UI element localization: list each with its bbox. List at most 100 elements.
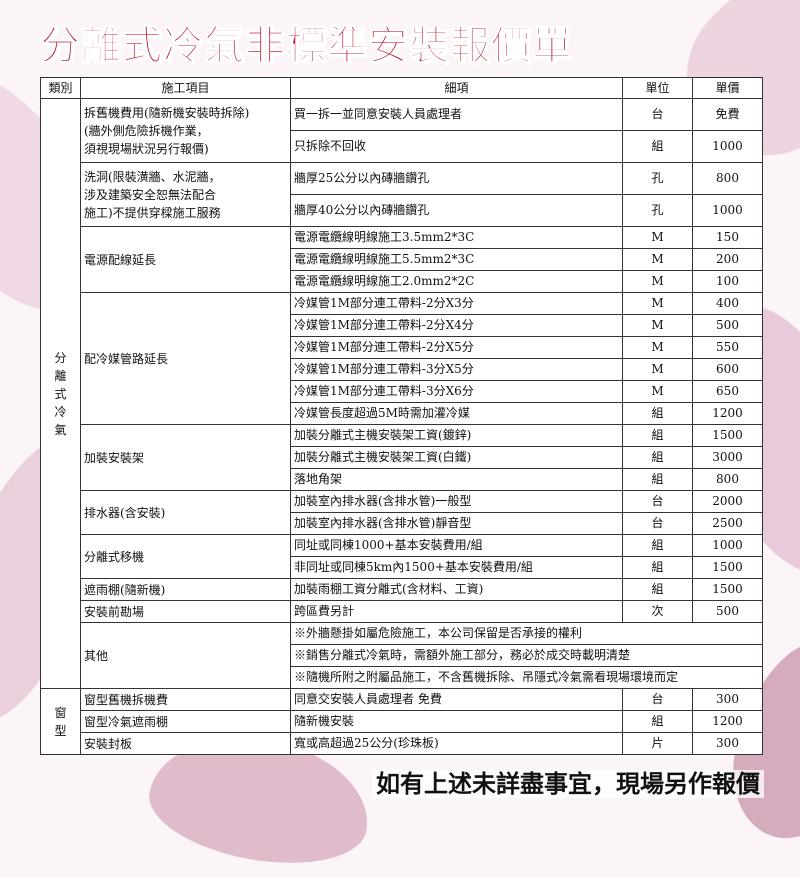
item-cell: 安裝前勘場: [80, 600, 291, 623]
price-cell: 500: [692, 314, 763, 337]
table-row: 落地角架組 800: [41, 468, 763, 491]
table-row: 其他 ※外牆懸掛如屬危險施工，本公司保留是否承接的權利: [41, 622, 763, 689]
table-row: 窗 型窗型舊機拆機費 同意交安裝人員處理者 免費台 300: [40, 688, 763, 755]
item-cell: 排水器(含安裝): [80, 490, 291, 535]
price-cell: 1200: [692, 402, 763, 425]
unit-cell: 孔: [622, 162, 693, 195]
header-price: 單價: [692, 77, 763, 99]
price-cell: 200: [692, 248, 763, 271]
price-cell: 1500: [692, 578, 763, 601]
table-row: 分 離 式 冷 氣拆舊機費用(隨新機安裝時拆除) (牆外側危險拆機作業， 須視現…: [40, 98, 763, 689]
price-cell: 400: [692, 292, 763, 315]
detail-cell: 加裝分離式主機安裝架工資(白鐵): [290, 446, 623, 469]
item-cell: 窗型舊機拆機費: [80, 688, 291, 711]
unit-cell: M: [622, 270, 693, 293]
unit-cell: 孔: [622, 194, 693, 227]
price-cell: 免費: [692, 98, 763, 131]
unit-cell: 片: [622, 732, 693, 755]
detail-cell: 買一拆一並同意安裝人員處理者: [290, 98, 623, 131]
price-cell: 1200: [692, 710, 763, 733]
price-cell: 150: [692, 226, 763, 249]
price-cell: 550: [692, 336, 763, 359]
unit-cell: 台: [622, 98, 693, 131]
footer-note: 如有上述未詳盡事宜，現場另作報價: [372, 770, 764, 798]
item-cell: 電源配線延長: [80, 226, 291, 293]
category-cell: 分 離 式 冷 氣: [40, 98, 81, 689]
price-cell: 1000: [692, 534, 763, 557]
table-row: 冷媒管1M部分連工帶料-3分X6分 M 650: [41, 380, 763, 403]
table-row: 電源電纜線明線施工5.5mm2*3C M 200: [41, 248, 763, 271]
unit-cell: 組: [622, 130, 693, 163]
detail-cell: 同意交安裝人員處理者 免費: [290, 688, 623, 711]
unit-cell: 組: [622, 534, 693, 557]
table-header-row: 類別 施工項目 細項 單位 單價: [40, 77, 763, 99]
price-cell: 800: [692, 468, 763, 491]
table-row: 排水器(含安裝) 加裝室內排水器(含排水管)一般型台 2000: [41, 490, 763, 535]
unit-cell: M: [622, 358, 693, 381]
table-row: 安裝封板 寬或高超過25公分(珍珠板) 片 300: [41, 732, 763, 755]
price-cell: 100: [692, 270, 763, 293]
detail-cell: 冷媒管長度超過5M時需加灌冷媒: [290, 402, 623, 425]
table-row: 冷媒管1M部分連工帶料-3分X5分 M 600: [41, 358, 763, 381]
table-row: 窗型冷氣遮雨棚 隨新機安裝組 1200: [41, 710, 763, 733]
price-cell: 650: [692, 380, 763, 403]
unit-cell: M: [622, 292, 693, 315]
detail-cell: 電源電纜線明線施工5.5mm2*3C: [290, 248, 623, 271]
item-cell: 分離式移機: [80, 534, 291, 579]
note-cell: ※銷售分離式冷氣時，需額外施工部分，務必於成交時載明清楚: [290, 644, 763, 667]
unit-cell: 組: [622, 446, 693, 469]
detail-cell: 電源電纜線明線施工3.5mm2*3C: [290, 226, 623, 249]
unit-cell: M: [622, 380, 693, 403]
table-row: 加裝室內排水器(含排水管)靜音型台 2500: [41, 512, 763, 535]
price-cell: 3000: [692, 446, 763, 469]
detail-cell: 只拆除不回收: [290, 130, 623, 163]
detail-cell: 冷媒管1M部分連工帶料-2分X3分: [290, 292, 623, 315]
detail-cell: 加裝室內排水器(含排水管)一般型: [290, 490, 623, 513]
detail-cell: 寬或高超過25公分(珍珠板): [290, 732, 623, 755]
note-cell: ※隨機所附之附屬品施工，不含舊機拆除、吊隱式冷氣需看現場環境而定: [290, 666, 763, 689]
table-row: 配冷媒管路延長 冷媒管1M部分連工帶料-2分X3分 M 400: [41, 292, 763, 425]
price-cell: 1500: [692, 424, 763, 447]
unit-cell: 組: [622, 402, 693, 425]
table-row: 洗洞(限裝潢牆、水泥牆， 涉及建築安全恕無法配合 施工)不提供穿樑施工服務 牆厚2…: [41, 162, 763, 227]
unit-cell: 台: [622, 512, 693, 535]
table-row: 只拆除不回收組 1000: [41, 130, 763, 163]
header-category: 類別: [40, 77, 81, 99]
table-row: 加裝安裝架 加裝分離式主機安裝架工資(鍍鋅) 組 1500: [41, 424, 763, 491]
unit-cell: M: [622, 314, 693, 337]
unit-cell: 組: [622, 424, 693, 447]
page-title: 分離式冷氣非標準安裝報價單: [40, 23, 573, 70]
item-cell: 遮雨棚(隨新機): [80, 578, 291, 601]
unit-cell: 組: [622, 578, 693, 601]
table-row: 遮雨棚(隨新機) 加裝雨棚工資分離式(含材料、工資) 組 1500: [41, 578, 763, 601]
table-row: 安裝前勘場 跨區費另計次 500: [41, 600, 763, 623]
detail-cell: 冷媒管1M部分連工帶料-2分X4分: [290, 314, 623, 337]
unit-cell: M: [622, 226, 693, 249]
detail-cell: 加裝分離式主機安裝架工資(鍍鋅): [290, 424, 623, 447]
item-cell: 其他: [80, 622, 291, 689]
price-cell: 300: [692, 688, 763, 711]
unit-cell: 台: [622, 490, 693, 513]
header-item: 施工項目: [80, 77, 291, 99]
detail-cell: 牆厚40公分以內磚牆鑽孔: [290, 194, 623, 227]
table-row: 電源配線延長 電源電纜線明線施工3.5mm2*3C M 150: [41, 226, 763, 293]
header-unit: 單位: [622, 77, 693, 99]
detail-cell: 落地角架: [290, 468, 623, 491]
detail-cell: 隨新機安裝: [290, 710, 623, 733]
table-row: 加裝分離式主機安裝架工資(白鐵) 組 3000: [41, 446, 763, 469]
item-cell: 拆舊機費用(隨新機安裝時拆除) (牆外側危險拆機作業， 須視現場狀況另行報價): [80, 98, 291, 163]
unit-cell: 台: [622, 688, 693, 711]
detail-cell: 冷媒管1M部分連工帶料-3分X5分: [290, 358, 623, 381]
header-detail: 細項: [290, 77, 623, 99]
price-cell: 300: [692, 732, 763, 755]
item-cell: 安裝封板: [80, 732, 291, 755]
unit-cell: 組: [622, 710, 693, 733]
price-cell: 2500: [692, 512, 763, 535]
category-cell: 窗 型: [40, 688, 81, 755]
unit-cell: M: [622, 248, 693, 271]
price-cell: 1000: [692, 130, 763, 163]
detail-cell: 加裝雨棚工資分離式(含材料、工資): [290, 578, 623, 601]
item-cell: 窗型冷氣遮雨棚: [80, 710, 291, 733]
price-cell: 2000: [692, 490, 763, 513]
table-row: 牆厚40公分以內磚牆鑽孔孔 1000: [41, 194, 763, 227]
